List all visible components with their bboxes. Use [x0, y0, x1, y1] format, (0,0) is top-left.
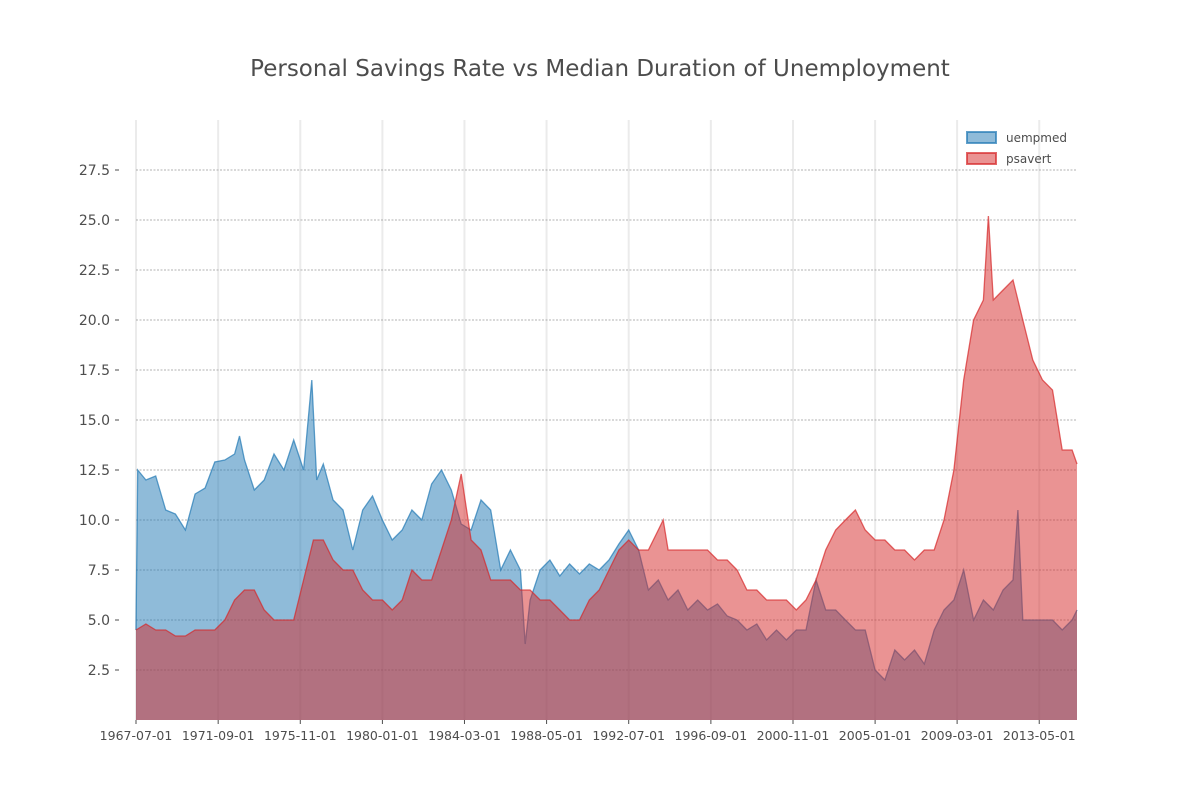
y-tick-label: 10.0: [79, 513, 110, 529]
x-tick-label: 1971-09-01: [182, 728, 255, 743]
axis-layer: 2.5 5.0 7.5 10.0 12.5 15.0 17.5 20.0 22.5 25.0 27.…: [79, 163, 1076, 743]
x-tick-label: 2013-05-01: [1003, 728, 1076, 743]
x-tick-label: 1980-01-01: [346, 728, 419, 743]
legend-label-uempmed: uempmed: [1006, 131, 1067, 145]
x-tick-label: 1975-11-01: [264, 728, 337, 743]
x-tick-label: 1984-03-01: [428, 728, 501, 743]
series-layer: [135, 215, 1078, 720]
x-tick-label: 2009-03-01: [921, 728, 994, 743]
x-tick-label: 1992-07-01: [592, 728, 665, 743]
legend-swatch-uempmed: [966, 131, 997, 144]
y-tick-label: 27.5: [79, 163, 110, 179]
x-tick-label: 2005-01-01: [839, 728, 912, 743]
legend-swatch-psavert: [966, 152, 997, 165]
y-tick-label: 20.0: [79, 313, 110, 329]
x-tick-label: 2000-11-01: [757, 728, 830, 743]
x-tick-label: 1967-07-01: [100, 728, 173, 743]
line-psavert: [135, 215, 1078, 637]
y-tick-label: 17.5: [79, 363, 110, 379]
legend-label-psavert: psavert: [1006, 152, 1052, 166]
y-tick-label: 22.5: [79, 263, 110, 279]
y-tick-label: 12.5: [79, 463, 110, 479]
area-psavert: [136, 216, 1077, 720]
y-tick-label: 5.0: [88, 613, 110, 629]
y-tick-label: 7.5: [88, 563, 110, 579]
y-tick-label: 2.5: [88, 663, 110, 679]
x-tick-label: 1996-09-01: [675, 728, 748, 743]
x-tick-label: 1988-05-01: [510, 728, 583, 743]
y-tick-label: 25.0: [79, 213, 110, 229]
chart-legend: uempmed psavert: [966, 131, 1067, 166]
y-tick-label: 15.0: [79, 413, 110, 429]
chart-title: Personal Savings Rate vs Median Duration…: [250, 56, 950, 82]
